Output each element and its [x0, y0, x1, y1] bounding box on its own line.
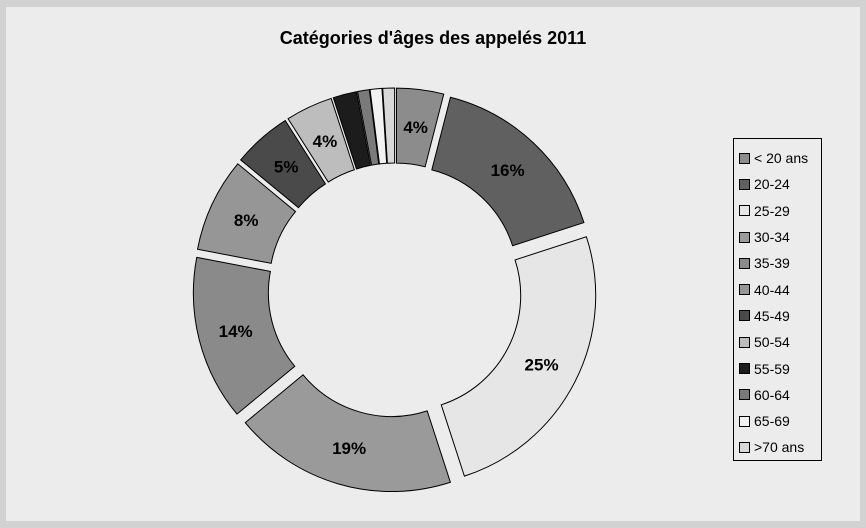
legend: < 20 ans 20-24 25-29 30-34 35-39 40-44 45-49 50… — [733, 138, 822, 461]
legend-label: 55-59 — [754, 360, 790, 377]
legend-swatch — [739, 231, 750, 243]
data-label: 14% — [219, 322, 253, 341]
data-label: 25% — [525, 356, 559, 375]
data-label: 16% — [491, 161, 525, 180]
legend-label: 25-29 — [754, 202, 790, 219]
legend-item: 55-59 — [734, 355, 821, 381]
legend-item: < 20 ans — [734, 145, 821, 171]
legend-item: 40-44 — [734, 276, 821, 302]
legend-item: 25-29 — [734, 198, 821, 224]
legend-swatch — [739, 415, 750, 427]
slice-20-ans — [396, 87, 445, 168]
slice-30-34 — [244, 374, 451, 492]
legend-item: 60-64 — [734, 382, 821, 408]
legend-swatch — [739, 363, 750, 375]
slice-25-29 — [440, 236, 597, 477]
slice-70-ans — [382, 87, 396, 164]
legend-label: < 20 ans — [754, 150, 809, 167]
legend-swatch — [739, 441, 750, 453]
legend-label: 35-39 — [754, 255, 790, 272]
data-label: 4% — [313, 132, 338, 151]
chart-title: Catégories d'âges des appelés 2011 — [279, 28, 587, 48]
legend-swatch — [739, 257, 750, 269]
data-label: 8% — [234, 211, 259, 230]
slice-45-49 — [239, 119, 327, 209]
legend-swatch — [739, 178, 750, 190]
legend-item: >70 ans — [734, 434, 821, 460]
legend-swatch — [739, 205, 750, 217]
slice-40-44 — [196, 163, 297, 264]
slice-35-39 — [192, 256, 296, 415]
legend-item: 30-34 — [734, 224, 821, 250]
legend-swatch — [739, 284, 750, 296]
data-label: 4% — [403, 118, 428, 137]
slice-60-64 — [356, 89, 380, 166]
slice-20-24 — [431, 96, 585, 247]
data-label: 5% — [274, 158, 299, 177]
legend-item: 45-49 — [734, 303, 821, 329]
legend-item: 50-54 — [734, 329, 821, 355]
legend-label: 40-44 — [754, 281, 790, 298]
legend-label: 50-54 — [754, 334, 790, 351]
legend-swatch — [739, 152, 750, 164]
legend-label: 20-24 — [754, 176, 790, 193]
legend-label: 30-34 — [754, 229, 790, 246]
legend-item: 20-24 — [734, 171, 821, 197]
slice-50-54 — [287, 97, 355, 183]
legend-swatch — [739, 336, 750, 348]
legend-label: 45-49 — [754, 307, 790, 324]
data-label: 19% — [332, 439, 366, 458]
legend-swatch — [739, 389, 750, 401]
slice-55-59 — [332, 91, 372, 170]
legend-label: >70 ans — [754, 439, 805, 456]
slice-65-69 — [369, 87, 388, 165]
legend-item: 35-39 — [734, 250, 821, 276]
legend-item: 65-69 — [734, 408, 821, 434]
legend-label: 60-64 — [754, 386, 790, 403]
legend-swatch — [739, 310, 750, 322]
legend-label: 65-69 — [754, 413, 790, 430]
